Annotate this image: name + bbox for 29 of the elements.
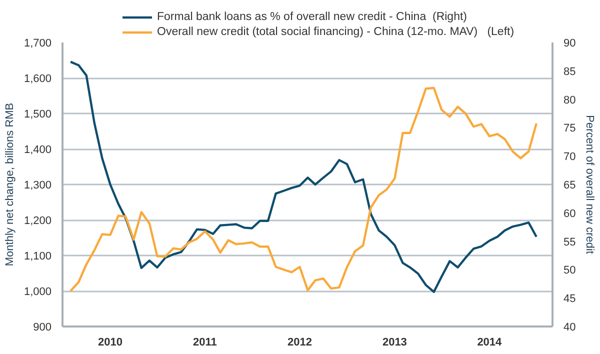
y-axis-title: Monthly net change, billions RMB <box>4 102 16 266</box>
y2-axis-title: Percent of overall new credit <box>584 115 596 254</box>
y-tick-label: 1,100 <box>24 250 52 262</box>
y-tick-label: 900 <box>33 322 52 334</box>
legend-label: Overall new credit (total social financing) - China (12-mo. MAV) (Left) <box>157 26 514 38</box>
x-tick-label: 2010 <box>98 336 123 348</box>
y2-tick-label: 90 <box>564 38 576 50</box>
y2-tick-label: 70 <box>564 151 576 164</box>
y2-tick-label: 45 <box>564 293 576 306</box>
y-tick-label: 1,300 <box>24 180 52 192</box>
legend-label: Formal bank loans as % of overall new credit - China (Right) <box>157 11 467 23</box>
y2-tick-label: 55 <box>564 236 576 248</box>
y2-tick-label: 65 <box>564 180 576 192</box>
y-tick-label: 1,400 <box>24 144 52 156</box>
x-tick-label: 2011 <box>193 336 217 348</box>
y2-tick-label: 85 <box>564 66 576 78</box>
y2-tick-label: 50 <box>564 264 576 277</box>
y-tick-label: 1,700 <box>24 38 52 50</box>
y-tick-label: 1,600 <box>24 73 52 85</box>
y-tick-label: 1,500 <box>24 108 52 120</box>
x-tick-label: 2012 <box>287 336 312 348</box>
y2-tick-label: 75 <box>564 122 576 135</box>
y-tick-label: 1,000 <box>24 286 52 298</box>
y2-tick-label: 60 <box>564 208 576 220</box>
x-tick-label: 2013 <box>382 336 407 348</box>
y2-tick-label: 40 <box>564 322 576 334</box>
y2-tick-label: 80 <box>564 94 576 106</box>
y-tick-label: 1,200 <box>24 215 52 227</box>
x-tick-label: 2014 <box>477 336 503 348</box>
